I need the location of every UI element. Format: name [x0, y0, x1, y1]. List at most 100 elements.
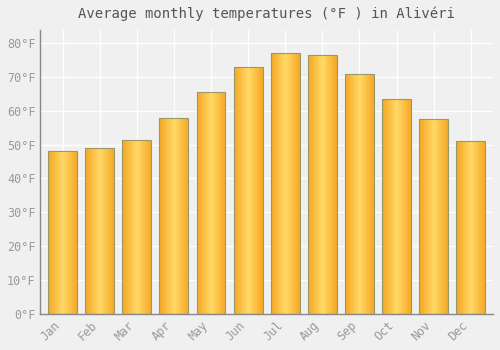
Bar — [390, 99, 391, 314]
Bar — [88, 148, 89, 314]
Bar — [434, 119, 435, 314]
Bar — [483, 141, 484, 314]
Bar — [470, 141, 471, 314]
Bar — [354, 74, 355, 314]
Bar — [293, 53, 294, 314]
Bar — [133, 140, 134, 314]
Bar — [294, 53, 296, 314]
Bar — [311, 55, 312, 314]
Bar — [160, 118, 188, 314]
Bar — [386, 99, 387, 314]
Bar — [282, 53, 283, 314]
Bar — [333, 55, 334, 314]
Bar — [275, 53, 276, 314]
Bar — [290, 53, 291, 314]
Bar — [54, 152, 56, 314]
Bar — [172, 118, 173, 314]
Bar — [467, 141, 468, 314]
Bar — [204, 92, 205, 314]
Bar — [125, 140, 126, 314]
Bar — [251, 67, 252, 314]
Bar — [348, 74, 350, 314]
Bar — [214, 92, 216, 314]
Bar — [110, 148, 112, 314]
Bar — [259, 67, 260, 314]
Bar — [145, 140, 146, 314]
Bar — [329, 55, 330, 314]
Bar — [462, 141, 463, 314]
Bar — [315, 55, 316, 314]
Bar — [350, 74, 351, 314]
Bar — [102, 148, 104, 314]
Bar — [464, 141, 465, 314]
Bar — [68, 152, 69, 314]
Bar — [368, 74, 369, 314]
Bar — [364, 74, 365, 314]
Bar — [472, 141, 473, 314]
Bar — [236, 67, 238, 314]
Bar — [299, 53, 300, 314]
Bar — [126, 140, 128, 314]
Bar — [97, 148, 98, 314]
Bar — [373, 74, 374, 314]
Bar — [220, 92, 221, 314]
Bar — [325, 55, 326, 314]
Bar — [248, 67, 249, 314]
Bar — [176, 118, 177, 314]
Bar — [382, 99, 411, 314]
Bar — [89, 148, 90, 314]
Bar — [202, 92, 203, 314]
Bar — [480, 141, 481, 314]
Bar — [178, 118, 179, 314]
Bar — [331, 55, 332, 314]
Bar — [53, 152, 54, 314]
Bar — [150, 140, 152, 314]
Bar — [244, 67, 245, 314]
Bar — [310, 55, 311, 314]
Bar — [254, 67, 256, 314]
Bar — [225, 92, 226, 314]
Bar — [93, 148, 94, 314]
Bar — [366, 74, 368, 314]
Bar — [383, 99, 384, 314]
Bar — [271, 53, 272, 314]
Bar — [371, 74, 372, 314]
Bar — [209, 92, 210, 314]
Bar — [284, 53, 285, 314]
Bar — [164, 118, 165, 314]
Bar — [465, 141, 466, 314]
Bar — [482, 141, 483, 314]
Bar — [391, 99, 392, 314]
Bar — [182, 118, 184, 314]
Bar — [474, 141, 475, 314]
Bar — [62, 152, 64, 314]
Bar — [363, 74, 364, 314]
Bar — [216, 92, 217, 314]
Bar — [142, 140, 144, 314]
Bar — [52, 152, 53, 314]
Bar — [136, 140, 137, 314]
Bar — [456, 141, 486, 314]
Bar — [457, 141, 458, 314]
Bar — [289, 53, 290, 314]
Bar — [322, 55, 323, 314]
Bar — [208, 92, 209, 314]
Bar — [76, 152, 77, 314]
Bar — [292, 53, 293, 314]
Bar — [332, 55, 333, 314]
Bar — [48, 152, 77, 314]
Bar — [286, 53, 288, 314]
Bar — [67, 152, 68, 314]
Bar — [320, 55, 321, 314]
Bar — [177, 118, 178, 314]
Bar — [316, 55, 318, 314]
Bar — [179, 118, 180, 314]
Bar — [137, 140, 138, 314]
Bar — [217, 92, 218, 314]
Bar — [146, 140, 147, 314]
Title: Average monthly temperatures (°F ) in Alivéri: Average monthly temperatures (°F ) in Al… — [78, 7, 455, 21]
Bar — [362, 74, 363, 314]
Bar — [427, 119, 428, 314]
Bar — [213, 92, 214, 314]
Bar — [134, 140, 136, 314]
